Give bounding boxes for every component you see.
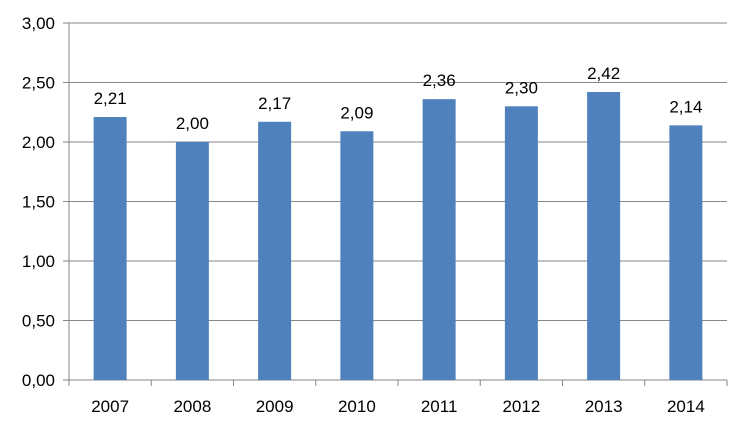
gridlines	[69, 22, 727, 321]
bar	[340, 131, 374, 380]
x-tick-label: 2007	[91, 397, 129, 416]
y-axis-ticks: 0,00 0,50 1,00 1,50 2,00 2,50 3,00	[22, 14, 55, 390]
x-tick-label: 2014	[667, 397, 705, 416]
data-label: 2,42	[587, 64, 620, 83]
bar	[669, 125, 703, 380]
data-label: 2,00	[176, 114, 209, 133]
bar	[175, 142, 209, 380]
data-label: 2,17	[258, 94, 291, 113]
bar	[504, 106, 538, 381]
bar	[587, 92, 621, 381]
x-tick-label: 2009	[256, 397, 294, 416]
y-tick-label: 0,50	[22, 312, 55, 331]
y-tick-label: 1,00	[22, 252, 55, 271]
bar	[93, 117, 127, 380]
axes	[63, 22, 728, 386]
y-tick-label: 0,00	[22, 371, 55, 390]
data-labels: 2,21 2,00 2,17 2,09 2,36 2,30 2,42 2,14	[94, 64, 703, 133]
x-tick-label: 2011	[421, 397, 458, 416]
bars	[93, 92, 703, 381]
x-tick-label: 2008	[173, 397, 211, 416]
data-label: 2,30	[505, 78, 538, 97]
data-label: 2,14	[669, 97, 702, 116]
data-label: 2,09	[340, 103, 373, 122]
data-label: 2,21	[94, 89, 127, 108]
x-tick-label: 2013	[585, 397, 623, 416]
y-tick-label: 2,00	[22, 133, 55, 152]
data-label: 2,36	[423, 71, 456, 90]
x-axis-ticks: 2007 2008 2009 2010 2011 2012 2013 2014	[91, 397, 705, 416]
y-tick-label: 3,00	[22, 14, 55, 33]
y-tick-label: 2,50	[22, 74, 55, 93]
y-tick-label: 1,50	[22, 193, 55, 212]
x-tick-label: 2010	[338, 397, 376, 416]
bar	[258, 121, 292, 381]
bar	[422, 99, 456, 380]
x-tick-label: 2012	[502, 397, 540, 416]
